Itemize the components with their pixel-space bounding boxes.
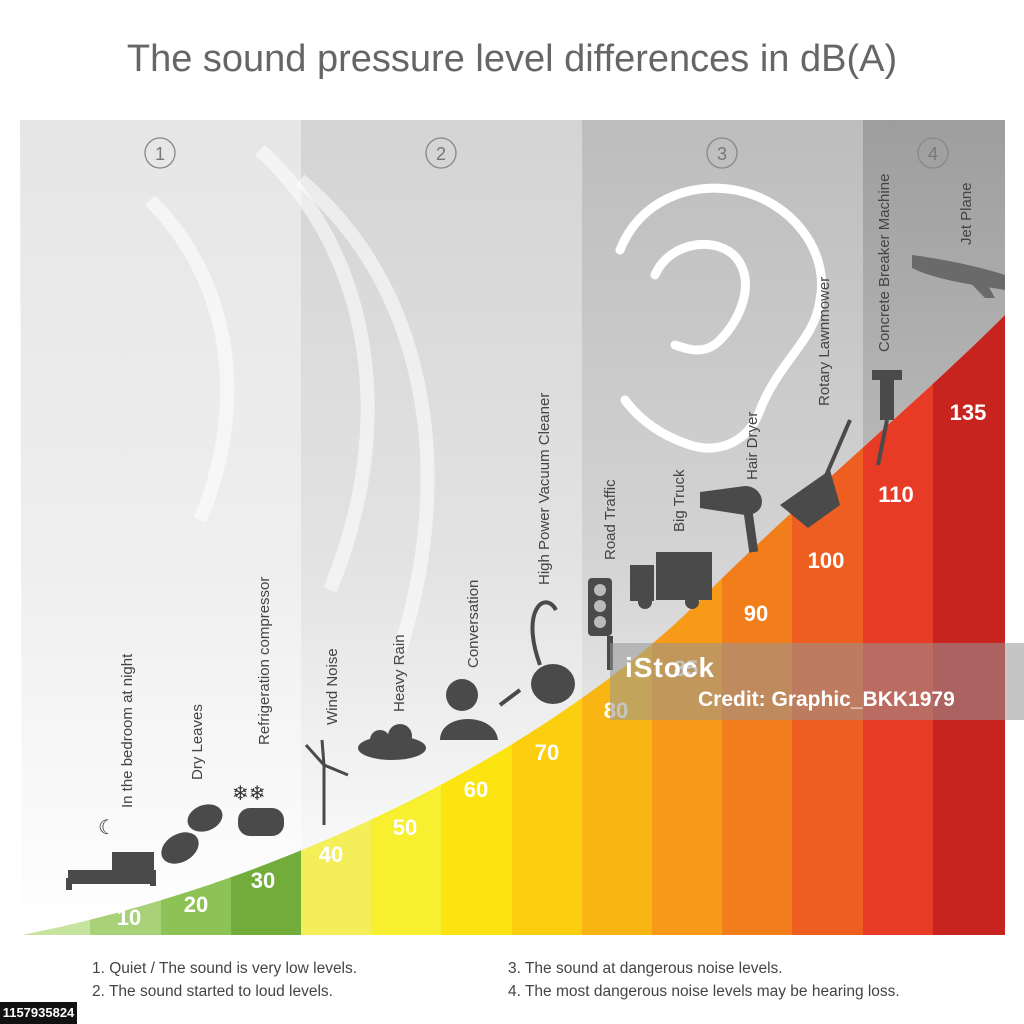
level-value-20: 20: [184, 892, 208, 917]
source-label: Heavy Rain: [391, 634, 408, 712]
level-bar: [933, 315, 1005, 935]
legend-item-3: 3. The sound at dangerous noise levels.: [508, 960, 783, 977]
source-label: Big Truck: [671, 469, 688, 532]
level-value-70: 70: [535, 740, 559, 765]
truck-icon: [630, 552, 712, 609]
lawnmower-icon: [780, 419, 852, 528]
compressor-icon: ❄❄: [232, 781, 284, 836]
source-label: Rotary Lawnmower: [816, 277, 833, 406]
level-value-30: 30: [251, 868, 275, 893]
zone-4-circle: [917, 137, 949, 169]
zone-numbers: 1 2 3 4: [144, 137, 949, 169]
watermark-logo: iStock: [625, 652, 716, 683]
source-label: Refrigeration compressor: [256, 577, 273, 745]
zone-4-number: 4: [928, 144, 938, 164]
legend-item-2: 2. The sound started to loud levels.: [92, 983, 333, 1000]
rain-cloud-icon: [358, 724, 426, 760]
svg-text:☾: ☾: [98, 815, 116, 839]
sound-wave-arc: [255, 144, 375, 593]
level-value-40: 40: [319, 842, 343, 867]
watermark-credit: Credit: Graphic_BKK1979: [698, 688, 955, 711]
source-label: Conversation: [465, 580, 482, 668]
source-label: Concrete Breaker Machine: [876, 174, 893, 352]
sound-source-labels: In the bedroom at night Dry Leaves Refrige…: [119, 174, 975, 808]
source-label: Hair Dryer: [744, 412, 761, 480]
person-talking-icon: [440, 679, 498, 740]
source-label: Dry Leaves: [189, 704, 206, 780]
level-value-10: 10: [117, 905, 141, 930]
jet-plane-icon: [912, 255, 1005, 298]
jackhammer-icon: [872, 370, 902, 466]
level-value-90: 90: [744, 601, 768, 626]
legend-item-1: 1. Quiet / The sound is very low levels.: [92, 960, 358, 977]
source-label: High Power Vacuum Cleaner: [536, 393, 553, 585]
vacuum-cleaner-icon: [498, 600, 575, 707]
source-label: Jet Plane: [958, 182, 975, 245]
zone-2-number: 2: [436, 144, 446, 164]
source-label: Road Traffic: [602, 479, 619, 560]
svg-text:❄❄: ❄❄: [232, 781, 266, 805]
zone-2-circle: [425, 137, 457, 169]
level-value-135: 135: [950, 400, 987, 425]
source-label: In the bedroom at night: [119, 653, 136, 808]
level-value-100: 100: [808, 548, 845, 573]
sound-wave-arc: [145, 195, 235, 523]
zone-3-number: 3: [717, 144, 727, 164]
level-value-50: 50: [393, 815, 417, 840]
page-title: The sound pressure level differences in …: [126, 38, 898, 80]
bed-icon: ☾: [66, 815, 156, 890]
sound-wave-arcs: [145, 144, 435, 653]
stock-id-tag: 1157935824: [0, 1002, 77, 1024]
zone-3-circle: [706, 137, 738, 169]
sound-wave-arc: [295, 174, 435, 653]
zone-1-circle: [144, 137, 176, 169]
hair-dryer-icon: [700, 486, 762, 553]
wind-turbine-icon: [304, 739, 349, 825]
leaves-icon: [161, 804, 223, 864]
zone-1-number: 1: [155, 144, 165, 164]
legend-item-4: 4. The most dangerous noise levels may b…: [508, 983, 900, 1000]
level-value-110: 110: [878, 482, 914, 507]
ear-icon: [615, 183, 826, 453]
level-value-60: 60: [464, 777, 488, 802]
watermark-band: [610, 643, 1024, 720]
source-label: Wind Noise: [324, 648, 341, 725]
